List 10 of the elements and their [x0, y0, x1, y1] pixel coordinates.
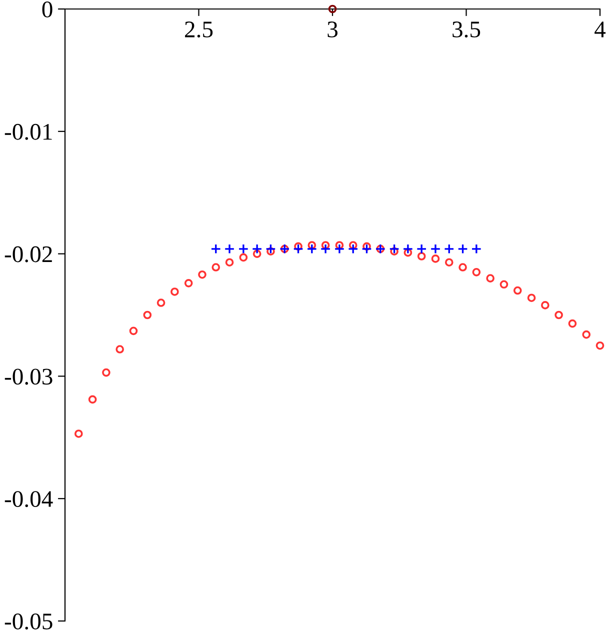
x-tick-label: 2.5 [185, 22, 213, 38]
y-tick-label: -0.02 [4, 246, 52, 262]
x-tick-label: 3.5 [452, 22, 480, 38]
x-tick-label: 4 [594, 22, 606, 38]
x-tick-label: 3 [328, 22, 338, 38]
y-tick-label: 0 [42, 1, 52, 18]
y-tick-label: -0.03 [4, 368, 52, 385]
y-tick-label: -0.05 [4, 613, 52, 630]
y-tick-label: -0.01 [4, 124, 52, 140]
y-tick-label: -0.04 [4, 491, 53, 508]
